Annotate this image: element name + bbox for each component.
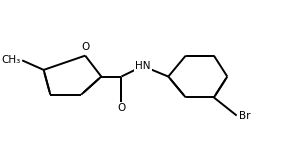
Text: Br: Br [239,111,250,121]
Text: O: O [81,42,89,52]
Text: CH₃: CH₃ [2,55,21,65]
Text: HN: HN [135,61,151,71]
Text: O: O [117,103,125,113]
